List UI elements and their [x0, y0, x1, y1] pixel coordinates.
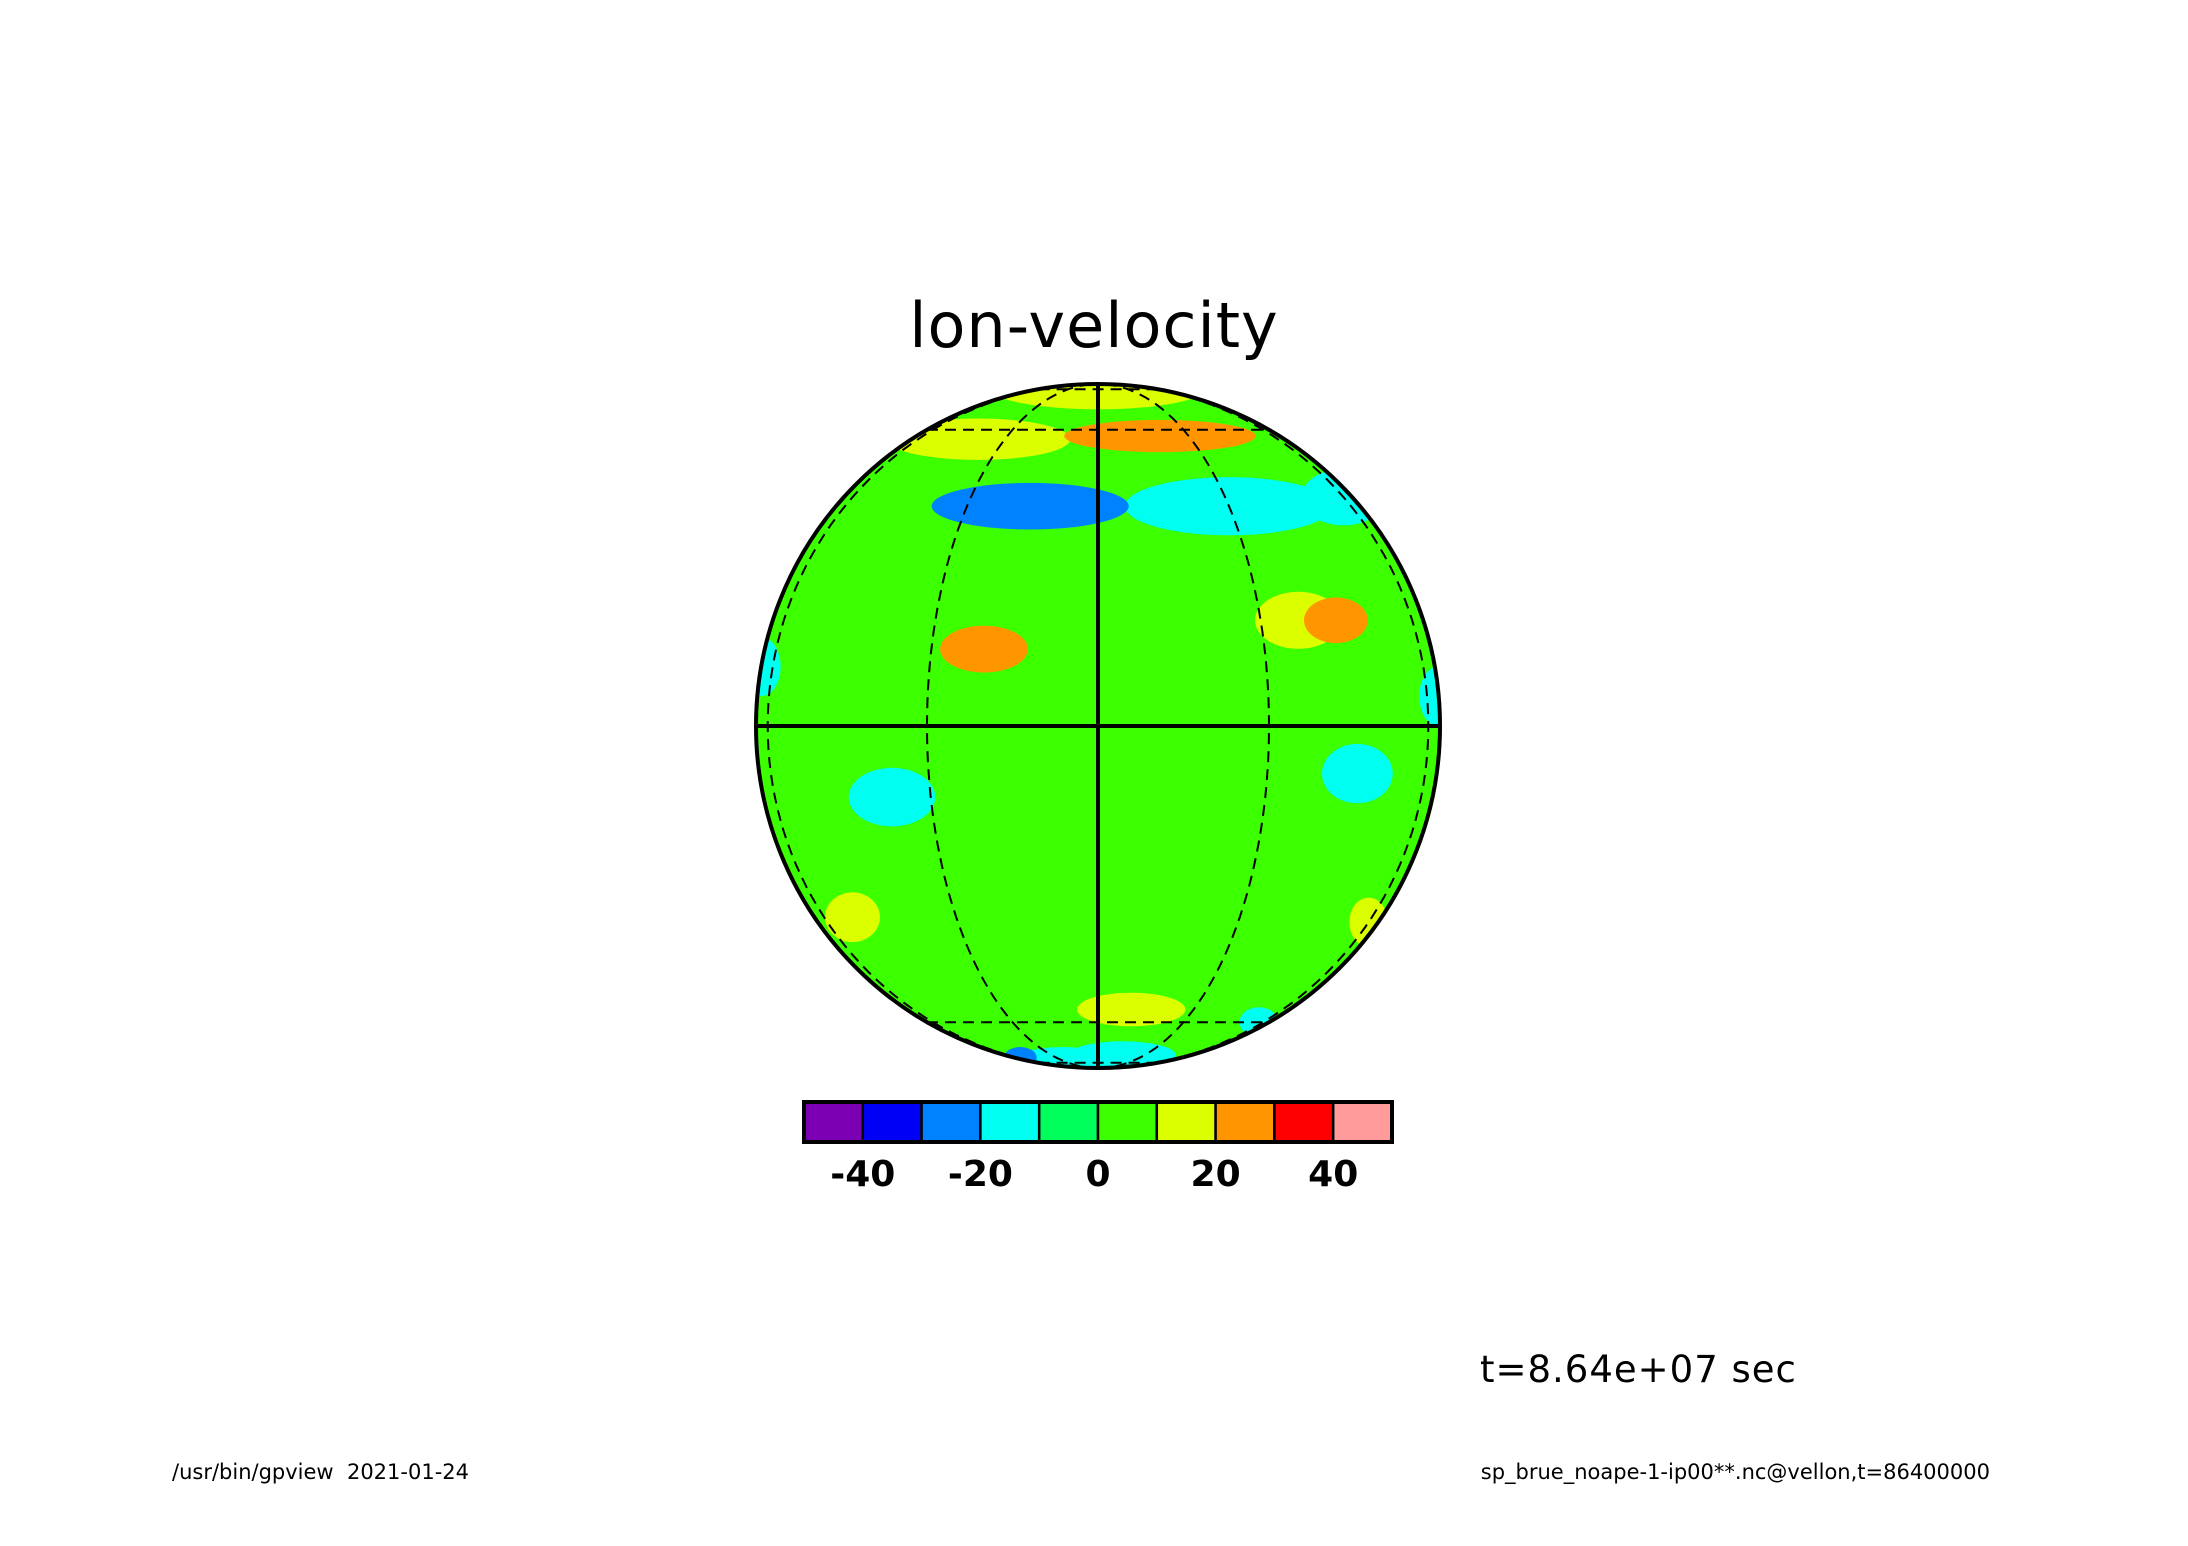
colorbar: -40 -20 0 20 40: [802, 1100, 1394, 1195]
contour-region: [1077, 992, 1186, 1027]
colorbar-swatch: [1037, 1100, 1100, 1144]
colorbar-tick-label: -40: [830, 1154, 895, 1195]
footer-source-file: sp_brue_noape-1-ip00**.nc@vellon,t=86400…: [1480, 1460, 1990, 1484]
colorbar-swatch: [1214, 1100, 1276, 1144]
colorbar-swatch: [802, 1100, 865, 1144]
contour-region: [1322, 743, 1393, 804]
footer-program-date: /usr/bin/gpview 2021-01-24: [172, 1460, 469, 1484]
contour-region: [1069, 1041, 1176, 1068]
contour-region: [848, 767, 936, 827]
colorbar-swatch: [1096, 1100, 1159, 1144]
graticule-layer: [756, 384, 1440, 1068]
colorbar-swatch: [979, 1100, 1041, 1144]
contour-region: [1304, 597, 1368, 644]
contour-region: [1064, 419, 1256, 453]
contour-region: [931, 482, 1129, 530]
globe-outline: [754, 382, 1442, 1070]
contour-region: [940, 625, 1028, 673]
colorbar-tick-label: -20: [948, 1154, 1013, 1195]
colorbar-swatch: [861, 1100, 923, 1144]
colorbar-swatch: [1331, 1100, 1394, 1144]
colorbar-tick-label: 0: [1085, 1154, 1110, 1195]
chart-title: lon-velocity: [909, 289, 1279, 362]
colorbar-swatch: [1273, 1100, 1335, 1144]
colorbar-swatch: [1155, 1100, 1217, 1144]
colorbar-frame: [802, 1100, 1394, 1144]
colorbar-swatch: [920, 1100, 982, 1144]
colorbar-tick-label: 40: [1308, 1154, 1358, 1195]
colorbar-tick-label: 20: [1191, 1154, 1241, 1195]
time-label: t=8.64e+07 sec: [1480, 1348, 1797, 1391]
contour-region: [825, 892, 880, 943]
